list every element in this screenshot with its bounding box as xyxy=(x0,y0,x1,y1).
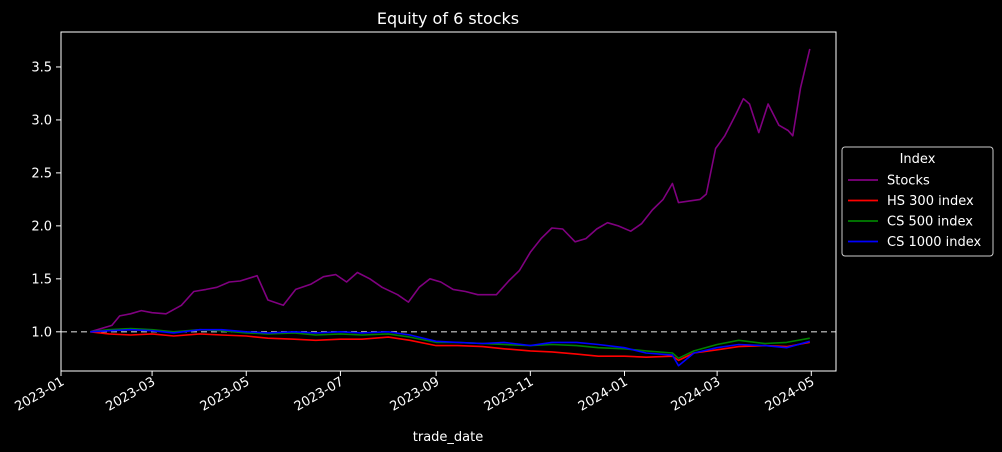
legend-box xyxy=(841,146,994,257)
y-tick-label: 1.5 xyxy=(31,272,52,287)
x-tick-label: 2023-03 xyxy=(104,374,159,414)
y-tick-label: 3.0 xyxy=(31,113,52,128)
legend-item-label: HS 300 index xyxy=(887,194,974,209)
legend-item-label: CS 1000 index xyxy=(887,235,982,250)
y-tick-label: 2.0 xyxy=(31,219,52,234)
plot-frame xyxy=(60,31,837,372)
plot-area: 1.0 1.5 2.0 2.5 3.0 3.5 2023-01 2023-03 2023-05 2… xyxy=(12,31,837,415)
x-tick-label: 2023-01 xyxy=(12,374,67,414)
y-tick-label: 1.0 xyxy=(31,325,52,340)
legend-title: Index xyxy=(900,152,936,167)
x-tick-label: 2023-09 xyxy=(388,374,443,414)
legend-item-label: CS 500 index xyxy=(887,215,973,230)
legend-item-label: Stocks xyxy=(887,174,930,189)
y-tick-label: 3.5 xyxy=(31,60,52,75)
y-tick-label: 2.5 xyxy=(31,166,52,181)
series-line-cs-500-index xyxy=(90,327,810,360)
legend: Index Stocks HS 300 index CS 500 index CS 10… xyxy=(841,146,994,257)
x-tick-label: 2024-01 xyxy=(576,374,631,414)
chart-title: Equity of 6 stocks xyxy=(377,9,519,28)
x-tick-label: 2023-11 xyxy=(482,374,537,414)
series-line-cs-1000-index xyxy=(90,328,811,367)
x-tick-label: 2023-05 xyxy=(198,374,253,414)
x-tick-label: 2024-03 xyxy=(669,374,724,414)
series-line-stocks xyxy=(90,48,811,333)
series-line-hs-300-index xyxy=(90,331,810,362)
x-axis-label: trade_date xyxy=(413,430,483,445)
x-tick-label: 2024-05 xyxy=(763,374,818,414)
x-tick-label: 2023-07 xyxy=(292,374,347,414)
